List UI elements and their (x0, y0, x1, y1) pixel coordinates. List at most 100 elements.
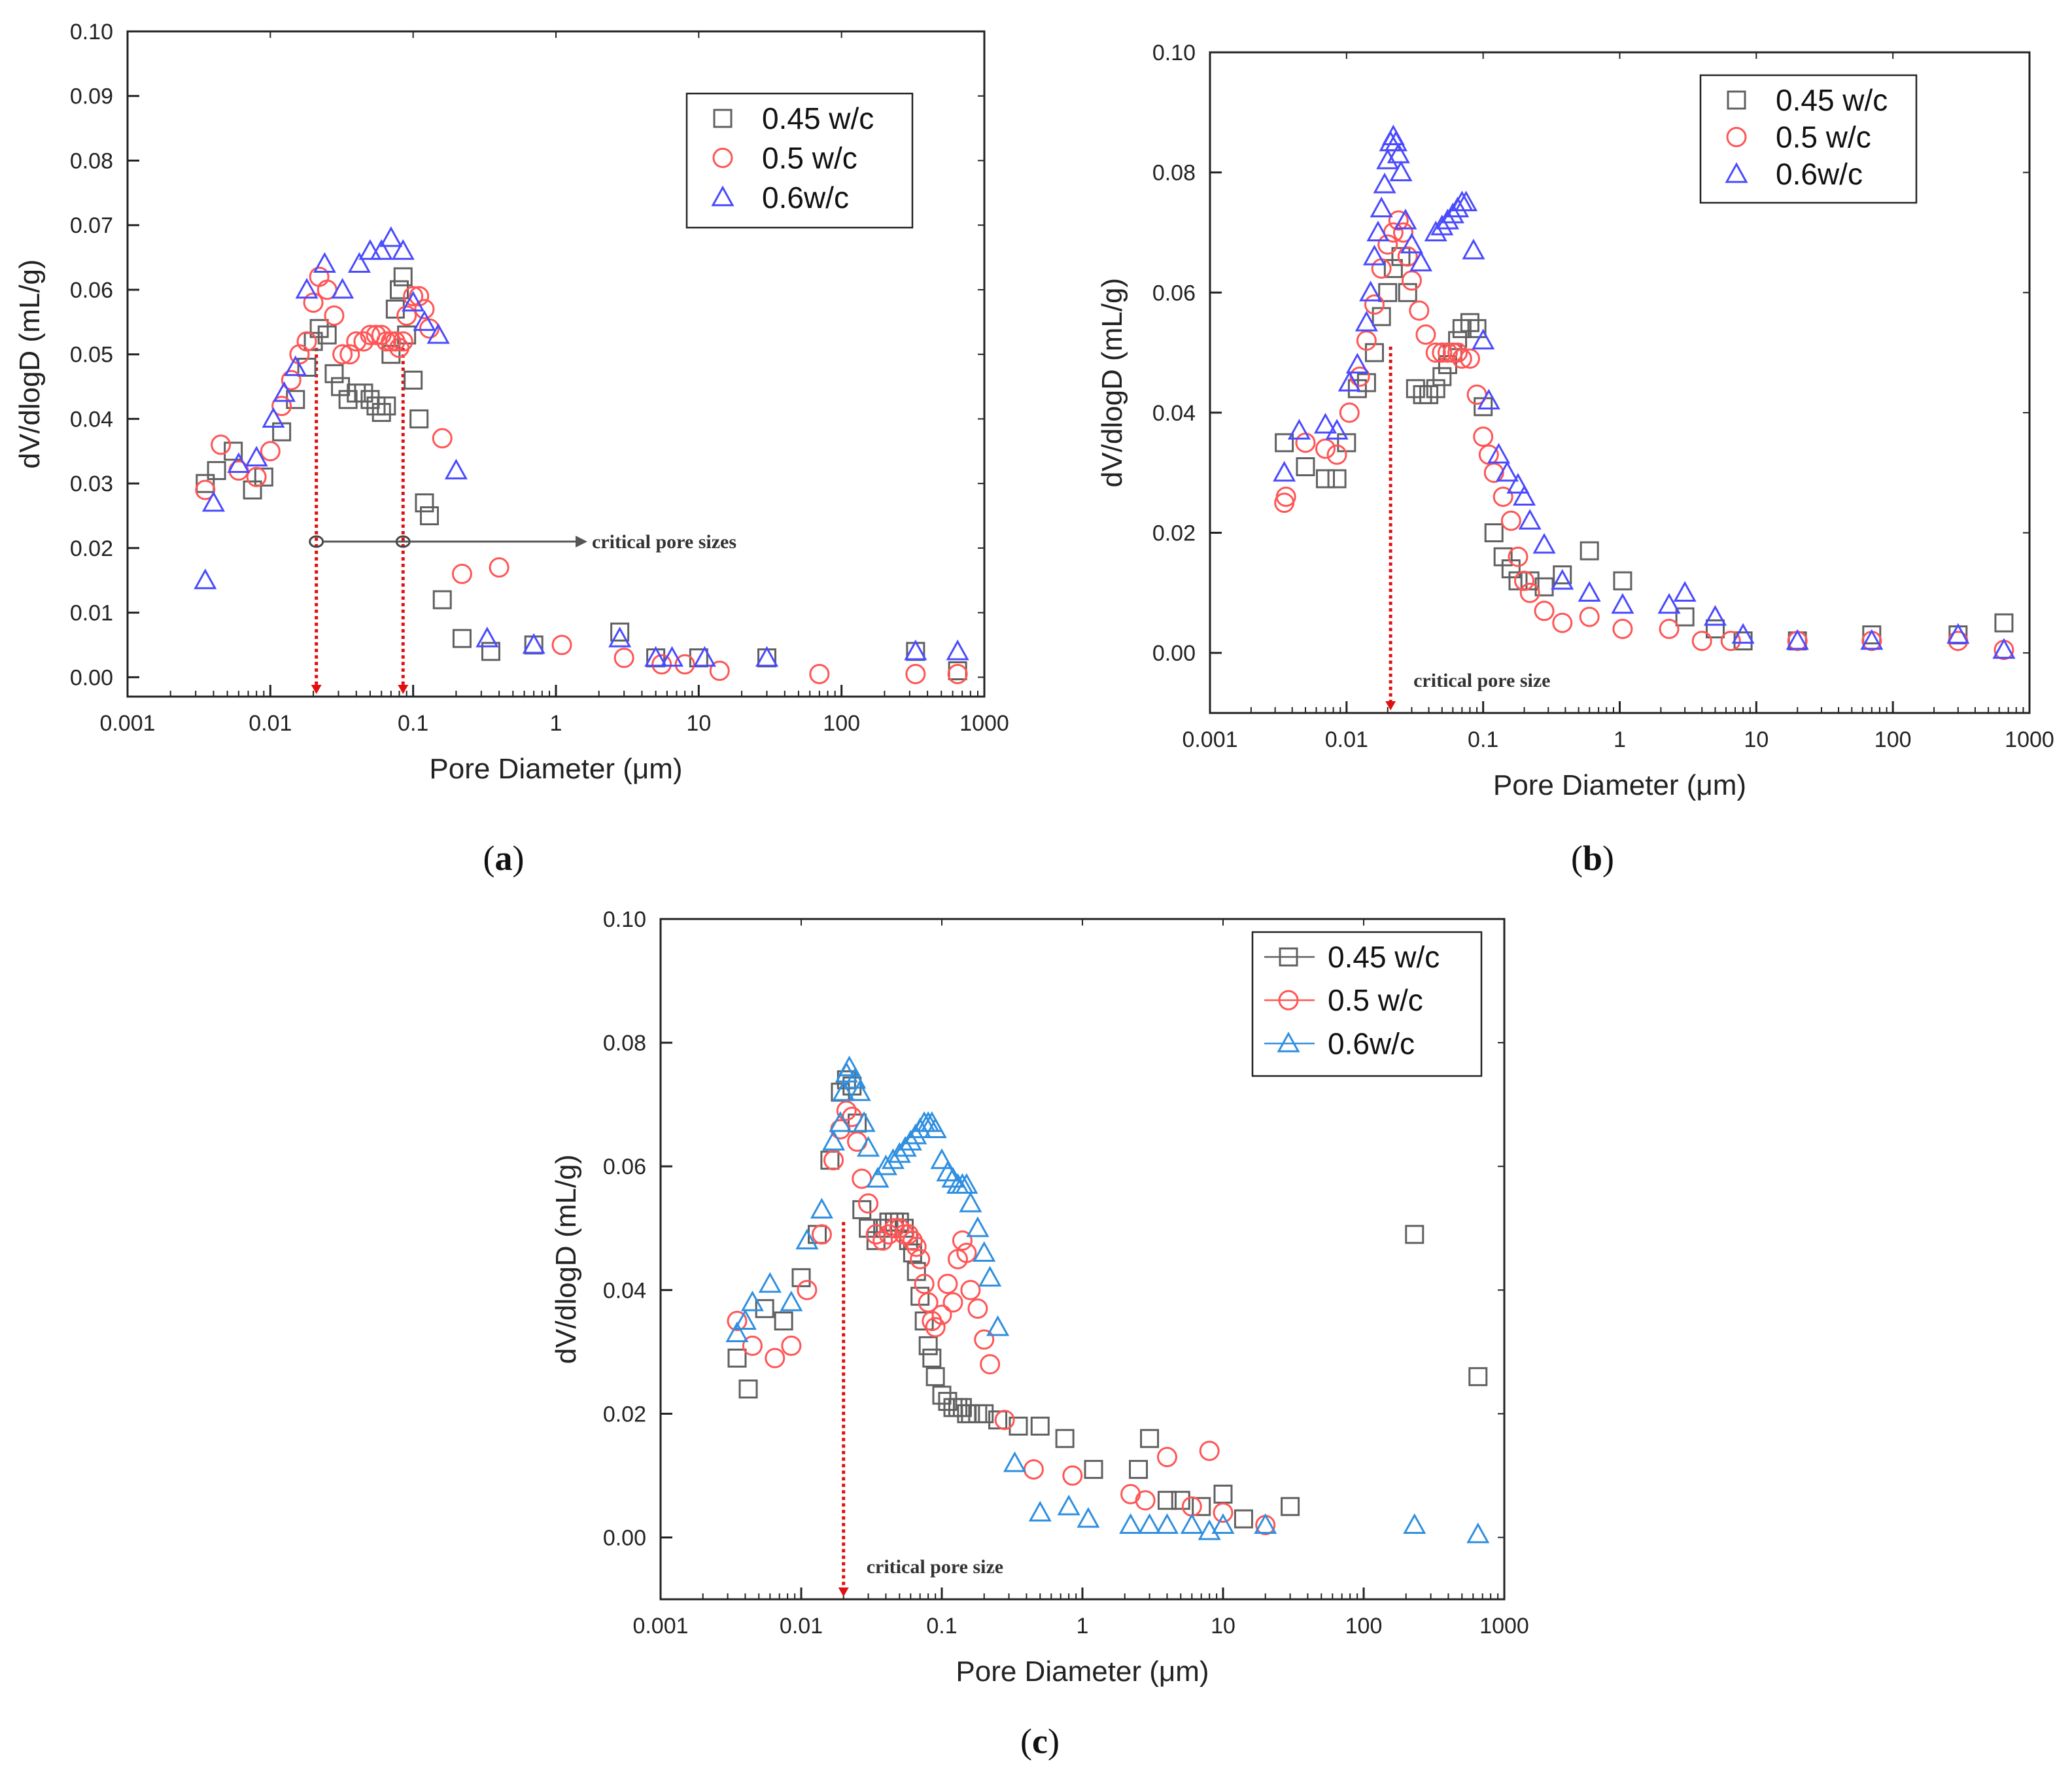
legend-label: 0.6w/c (1776, 157, 1863, 191)
critical-pore-arrowhead (398, 685, 409, 694)
y-axis-label: dV/dlogD (mL/g) (550, 1154, 582, 1364)
data-point (1281, 1497, 1300, 1516)
data-point (1501, 559, 1521, 579)
y-tick-label: 0.09 (70, 84, 113, 109)
legend-label: 0.45 w/c (1328, 940, 1440, 974)
data-point (1211, 1513, 1235, 1535)
annotation-text: critical pore size (867, 1556, 1003, 1578)
data-point (1366, 220, 1390, 241)
data-point (848, 1080, 871, 1102)
data-point (973, 1241, 996, 1262)
legend-marker (1727, 90, 1746, 110)
data-point (922, 1348, 942, 1368)
series-0-5-w-c (195, 266, 968, 684)
data-point (1192, 1497, 1211, 1516)
data-point (925, 1367, 945, 1387)
y-tick-label: 0.10 (70, 20, 113, 44)
data-point (1138, 1513, 1162, 1535)
data-point (810, 1198, 833, 1219)
y-tick-label: 0.03 (70, 472, 113, 496)
data-point (1472, 328, 1495, 350)
data-point (451, 563, 472, 584)
data-point (409, 409, 429, 428)
data-point (1437, 342, 1458, 363)
data-point (254, 467, 273, 487)
data-point (376, 331, 397, 352)
data-point (725, 1321, 749, 1342)
data-point (1315, 469, 1335, 489)
data-point (331, 277, 354, 299)
data-point (366, 396, 386, 416)
legend: 0.45 w/c 0.5 w/c 0.6w/c (1251, 931, 1483, 1077)
data-point (988, 1410, 1008, 1430)
data-point (296, 331, 317, 352)
data-point (924, 1117, 947, 1138)
data-point (918, 1336, 938, 1355)
data-point (960, 1279, 981, 1300)
data-point (404, 370, 423, 390)
data-point (284, 355, 307, 376)
legend-marker (1277, 1032, 1300, 1052)
data-point (932, 1385, 952, 1405)
data-point (881, 1148, 905, 1170)
data-point (1400, 232, 1424, 254)
panel-caption: (c) (1020, 1722, 1060, 1761)
data-point (610, 622, 630, 642)
data-point (1057, 1495, 1080, 1516)
panel-caption: (a) (483, 839, 525, 878)
data-point (353, 331, 374, 352)
data-point (878, 1224, 899, 1245)
data-point (245, 445, 268, 467)
data-point (765, 1347, 786, 1368)
x-tick-label: 0.01 (249, 711, 292, 736)
annotation-text: critical pore size (1413, 670, 1550, 691)
series-0-45-w-c (727, 1070, 1488, 1529)
data-point (674, 654, 695, 675)
data-point (432, 428, 453, 449)
data-point (346, 331, 367, 352)
data-point (925, 1317, 946, 1338)
data-point (941, 1167, 965, 1188)
data-point (1378, 283, 1398, 302)
data-point (1673, 581, 1697, 602)
y-tick-label: 0.04 (1152, 401, 1196, 426)
data-point (1478, 444, 1499, 465)
data-point (260, 441, 281, 462)
data-point (914, 1274, 935, 1294)
data-point (1339, 402, 1360, 423)
data-point (959, 1191, 982, 1213)
data-point (195, 479, 216, 500)
data-point (823, 1150, 844, 1171)
data-point (393, 267, 413, 286)
data-point (1275, 433, 1294, 453)
data-point (379, 226, 403, 247)
legend-label: 0.6w/c (1328, 1026, 1415, 1060)
data-point (1508, 546, 1528, 567)
data-point (899, 1130, 922, 1151)
data-point (613, 648, 634, 668)
data-point (1519, 582, 1540, 603)
data-point (1477, 389, 1500, 410)
data-point (1234, 1509, 1253, 1529)
annotation-arrowhead (576, 536, 587, 548)
x-tick-label: 100 (823, 711, 860, 736)
data-point (271, 396, 292, 417)
data-point (1448, 331, 1468, 351)
data-point (1084, 1459, 1103, 1479)
data-point (324, 305, 345, 326)
data-point (1009, 1416, 1028, 1436)
y-tick-label: 0.04 (70, 407, 113, 432)
data-point (1273, 460, 1296, 482)
y-tick-label: 0.06 (1152, 281, 1196, 305)
data-point (522, 633, 545, 654)
data-point (391, 239, 415, 260)
y-tick-label: 0.01 (70, 601, 113, 626)
data-point (1493, 486, 1513, 507)
y-tick-label: 0.02 (70, 536, 113, 561)
y-tick-label: 0.10 (1152, 41, 1196, 65)
legend: 0.45 w/c 0.5 w/c 0.6w/c (685, 92, 914, 229)
data-point (1508, 571, 1528, 591)
data-point (227, 452, 250, 474)
data-point (1296, 457, 1315, 477)
